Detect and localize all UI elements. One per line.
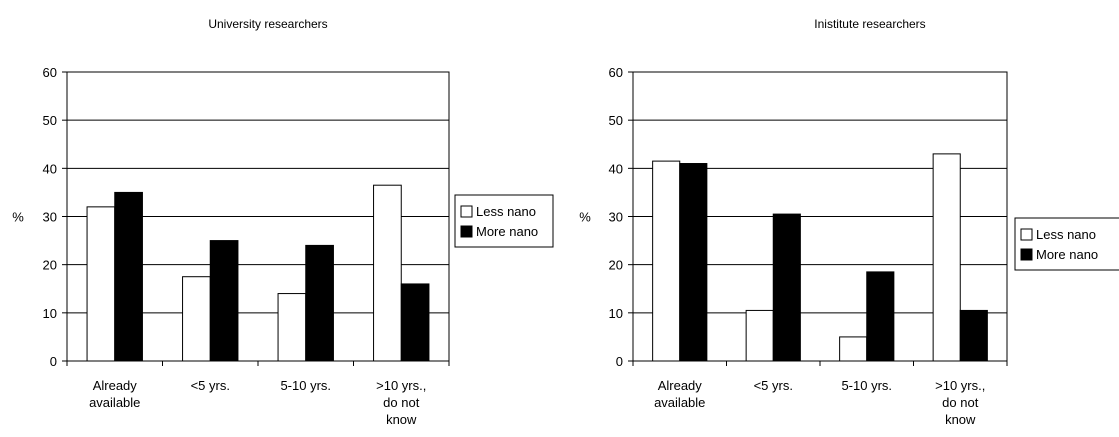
x-tick-label: do not	[383, 395, 420, 410]
bar-less-nano	[652, 160, 681, 362]
legend-swatch	[460, 225, 473, 238]
y-tick-label: 20	[43, 258, 57, 273]
chart-institute-researchers: Inistitute researchers% 0 10 20 30 40 50 60 Alre…	[560, 0, 1119, 437]
bar-more-nano	[209, 240, 239, 362]
x-tick-label: Already	[93, 378, 138, 393]
y-tick-label: 50	[43, 113, 57, 128]
legend-label: More nano	[1036, 247, 1098, 262]
chart-svg: Inistitute researchers% 0 10 20 30 40 50 60 Alre…	[579, 17, 1119, 427]
y-tick-label: 40	[609, 161, 623, 176]
x-tick-label: available	[89, 395, 140, 410]
x-tick-label: available	[654, 395, 705, 410]
x-tick-label: know	[945, 412, 976, 427]
chart-svg: University researchers% 0 10 20 30 40 50 60 Alre…	[12, 17, 554, 427]
x-tick-label: >10 yrs.,	[935, 378, 985, 393]
bar-more-nano	[959, 309, 988, 362]
legend-label: Less nano	[1036, 227, 1096, 242]
legend-label: Less nano	[476, 204, 536, 219]
bar-more-nano	[866, 271, 895, 362]
y-tick-label: 10	[43, 306, 57, 321]
chart-title: University researchers	[208, 17, 327, 31]
y-axis-label: %	[579, 210, 591, 225]
bar-more-nano	[400, 283, 430, 362]
bar-more-nano	[772, 213, 801, 362]
bar-more-nano	[305, 244, 334, 362]
x-tick-label: know	[386, 412, 417, 427]
y-tick-label: 40	[43, 161, 57, 176]
bar-less-nano	[745, 309, 774, 362]
x-tick-label: Already	[658, 378, 703, 393]
y-tick-label: 20	[609, 258, 623, 273]
y-axis-label: %	[12, 210, 24, 225]
bar-less-nano	[373, 184, 402, 362]
x-tick-label: 5-10 yrs.	[841, 378, 892, 393]
y-tick-label: 0	[50, 354, 57, 369]
y-tick-label: 30	[43, 210, 57, 225]
legend-box	[1014, 217, 1119, 271]
x-tick-label: <5 yrs.	[754, 378, 793, 393]
bar-less-nano	[839, 336, 868, 362]
bar-more-nano	[679, 163, 708, 362]
x-tick-label: do not	[942, 395, 979, 410]
y-tick-label: 50	[609, 113, 623, 128]
legend-swatch	[460, 205, 473, 218]
y-tick-label: 10	[609, 306, 623, 321]
bar-less-nano	[277, 293, 307, 362]
chart-university-researchers: University researchers% 0 10 20 30 40 50 60 Alre…	[12, 17, 554, 427]
bar-more-nano	[114, 191, 143, 362]
legend-swatch	[1020, 228, 1033, 241]
legend-box	[454, 194, 554, 248]
chart-title: Inistitute researchers	[814, 17, 925, 31]
legend-swatch	[1020, 248, 1033, 261]
bar-less-nano	[86, 206, 116, 362]
y-tick-label: 0	[616, 354, 623, 369]
bar-less-nano	[932, 153, 961, 362]
x-tick-label: 5-10 yrs.	[280, 378, 331, 393]
y-tick-label: 60	[609, 65, 623, 80]
x-tick-label: >10 yrs.,	[376, 378, 426, 393]
bar-less-nano	[182, 276, 211, 362]
legend-label: More nano	[476, 224, 538, 239]
x-tick-label: <5 yrs.	[191, 378, 230, 393]
y-tick-label: 60	[43, 65, 57, 80]
y-tick-label: 30	[609, 210, 623, 225]
